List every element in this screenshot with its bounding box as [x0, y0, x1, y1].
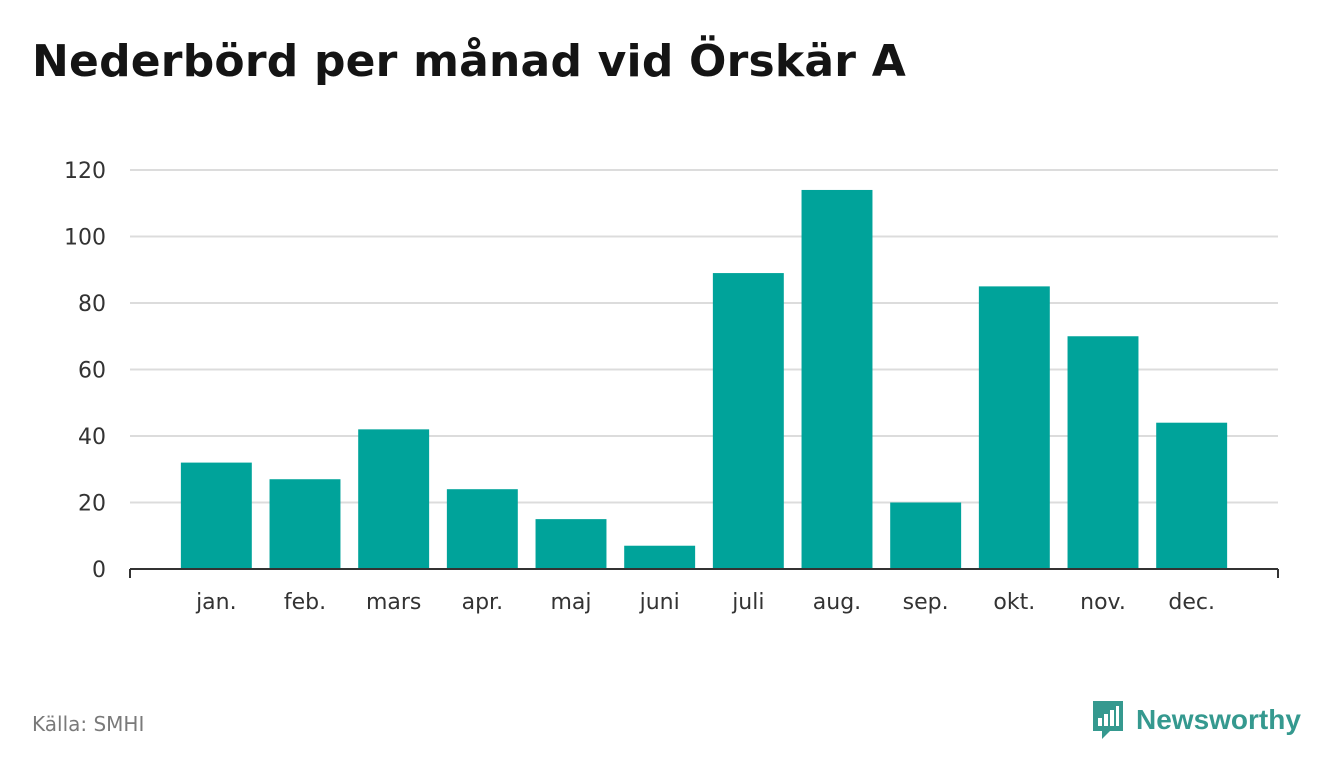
- bar-dec: [1156, 422, 1228, 569]
- y-tick-label: 40: [78, 425, 106, 450]
- brand-name: Newsworthy: [1136, 704, 1301, 735]
- x-tick-label: juni: [639, 590, 680, 615]
- x-tick-label: nov.: [1080, 590, 1126, 615]
- bar-sep: [890, 502, 962, 569]
- y-tick-label: 60: [78, 359, 106, 384]
- bar-aug: [801, 189, 873, 569]
- x-tick-label: juli: [731, 590, 764, 615]
- bar-mars: [358, 429, 430, 569]
- bar-juni: [624, 545, 696, 569]
- y-tick-label: 120: [64, 159, 106, 184]
- y-tick-label: 0: [92, 558, 106, 583]
- x-tick-label: maj: [550, 590, 591, 615]
- x-tick-label: jan.: [195, 590, 237, 615]
- x-tick-label: apr.: [462, 590, 503, 615]
- newsworthy-icon: [1093, 701, 1123, 739]
- bar-jan: [180, 462, 252, 569]
- x-tick-label: dec.: [1168, 590, 1215, 615]
- x-tick-label: feb.: [284, 590, 326, 615]
- x-tick-label: mars: [366, 590, 421, 615]
- bar-apr: [446, 489, 518, 569]
- source-note: Källa: SMHI: [32, 712, 145, 736]
- y-tick-label: 80: [78, 292, 106, 317]
- bars: [180, 189, 1228, 569]
- bar-feb: [269, 479, 341, 569]
- x-tick-label: aug.: [813, 590, 861, 615]
- x-axis: [129, 568, 1279, 578]
- chart-title: Nederbörd per månad vid Örskär A: [32, 36, 906, 87]
- x-tick-label: okt.: [993, 590, 1035, 615]
- bar-juli: [712, 273, 784, 569]
- y-tick-label: 20: [78, 492, 106, 517]
- bar-okt: [978, 286, 1050, 569]
- bar-nov: [1067, 336, 1139, 569]
- x-tick-labels: jan. feb. mars apr. maj juni juli aug. sep. okt. n…: [195, 590, 1215, 615]
- x-tick-label: sep.: [903, 590, 949, 615]
- bar-maj: [535, 519, 607, 569]
- y-tick-labels: 0 20 40 60 80 100 120: [64, 159, 106, 583]
- brand-logo: Newsworthy: [1090, 698, 1301, 742]
- y-tick-label: 100: [64, 226, 106, 251]
